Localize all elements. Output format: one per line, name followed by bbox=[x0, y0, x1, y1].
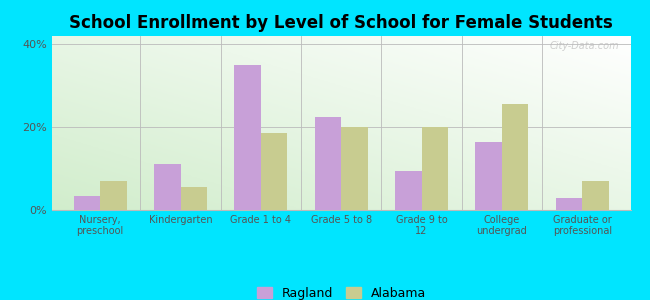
Bar bbox=[100, 181, 127, 210]
Bar bbox=[315, 117, 341, 210]
Title: School Enrollment by Level of School for Female Students: School Enrollment by Level of School for… bbox=[70, 14, 613, 32]
Bar bbox=[556, 198, 582, 210]
Bar bbox=[582, 181, 609, 210]
Bar bbox=[395, 171, 422, 210]
Bar bbox=[475, 142, 502, 210]
Bar bbox=[261, 134, 287, 210]
Bar bbox=[341, 127, 368, 210]
Text: City-Data.com: City-Data.com bbox=[549, 41, 619, 51]
Legend: Ragland, Alabama: Ragland, Alabama bbox=[252, 282, 431, 300]
Bar bbox=[181, 187, 207, 210]
Bar bbox=[235, 65, 261, 210]
Bar bbox=[73, 196, 100, 210]
Bar bbox=[422, 127, 448, 210]
Bar bbox=[154, 164, 181, 210]
Bar bbox=[502, 104, 528, 210]
